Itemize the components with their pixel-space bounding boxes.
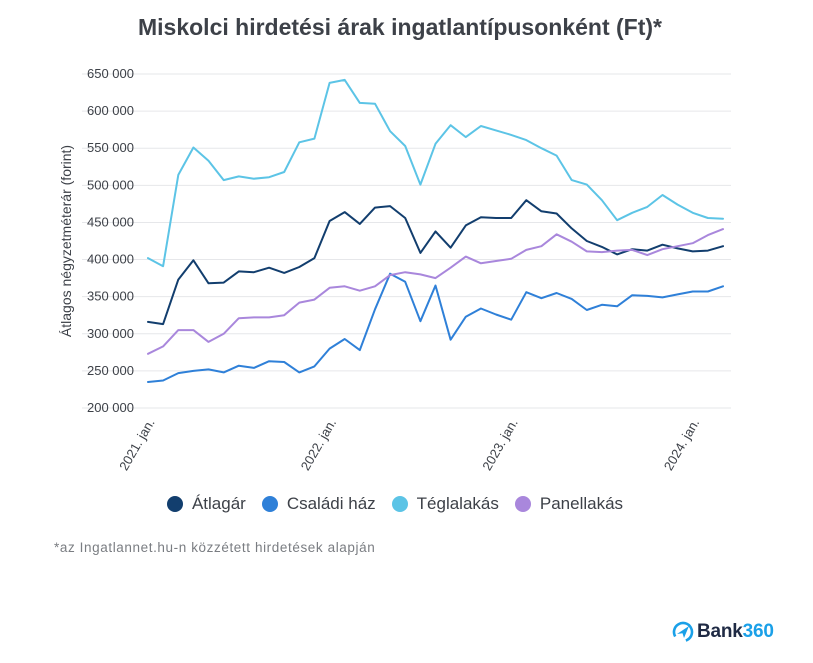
chart-title: Miskolci hirdetési árak ingatlantípusonk… — [138, 14, 662, 40]
y-tick-label: 300 000 — [87, 326, 134, 341]
legend-marker — [166, 496, 183, 512]
x-tick-label: 2021. jan. — [116, 416, 158, 473]
legend-label: Téglalakás — [416, 494, 499, 513]
y-tick-label: 600 000 — [87, 103, 134, 118]
legend-marker — [391, 496, 408, 512]
y-tick-label: 450 000 — [87, 214, 134, 229]
footnote: *az Ingatlannet.hu-n közzétett hirdetése… — [54, 540, 376, 555]
legend-marker — [514, 496, 531, 512]
series-line-panellakas — [147, 228, 724, 355]
y-tick-label: 650 000 — [87, 66, 134, 81]
y-tick-label: 400 000 — [87, 252, 134, 267]
legend-item-teglalakas: Téglalakás — [391, 494, 499, 514]
y-tick-label: 250 000 — [87, 363, 134, 378]
x-tick-labels: 2021. jan. 2022. jan. 2023. jan. 2024. jan. — [116, 416, 702, 473]
series-line-csaladi-haz — [147, 272, 724, 383]
series-lines — [147, 78, 724, 383]
legend-item-panellakas: Panellakás — [514, 494, 624, 514]
y-tick-label: 550 000 — [87, 140, 134, 155]
y-tick-label: 200 000 — [87, 400, 134, 415]
legend-item-csaladi-haz: Családi ház — [261, 494, 376, 514]
y-tick-label: 350 000 — [87, 289, 134, 304]
y-axis-label: Átlagos négyzetméterár (forint) — [58, 145, 74, 337]
bank360-logo-icon — [672, 621, 694, 643]
legend-label: Panellakás — [539, 494, 624, 513]
legend-marker — [261, 496, 278, 512]
x-tick-label: 2022. jan. — [298, 416, 340, 473]
x-tick-label: 2023. jan. — [479, 416, 521, 473]
legend: Átlagár Családi ház Téglalakás Panellakás — [0, 494, 790, 514]
bank360-logo-text: Bank360 — [697, 621, 774, 642]
series-line-atlagar — [147, 199, 724, 326]
y-tick-labels: 200 000 250 000 300 000 350 000 400 000 450 0… — [87, 66, 134, 415]
bank360-logo: Bank360 — [672, 621, 774, 643]
series-line-teglalakas — [147, 78, 724, 268]
x-tick-label: 2024. jan. — [661, 416, 703, 473]
legend-label: Átlagár — [191, 494, 246, 513]
y-tick-label: 500 000 — [87, 177, 134, 192]
line-chart: 200 000 250 000 300 000 350 000 400 000 450 0… — [58, 66, 731, 473]
legend-label: Családi ház — [286, 494, 376, 513]
grid-lines — [82, 73, 731, 409]
legend-item-atlagar: Átlagár — [166, 494, 246, 514]
